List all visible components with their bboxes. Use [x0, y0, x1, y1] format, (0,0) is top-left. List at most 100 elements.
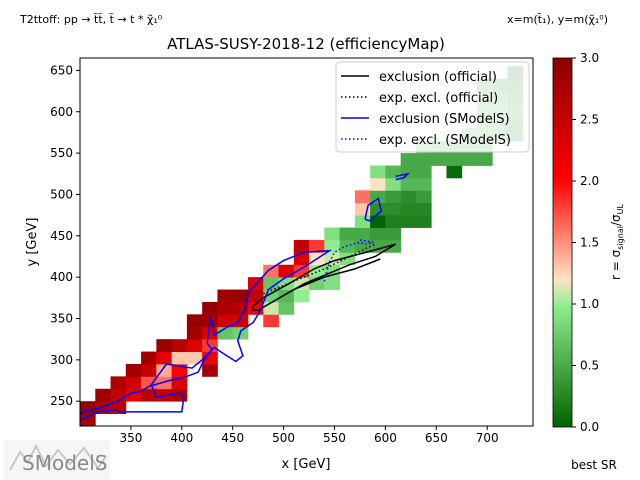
- y-tick-label: 250: [50, 394, 73, 408]
- legend-entry-exp-smodels: exp. excl. (SModelS): [379, 133, 511, 148]
- heatmap-cell: [324, 277, 340, 290]
- contour-lines: [80, 172, 411, 421]
- colorbar-tick-label: 3.0: [580, 51, 599, 65]
- heatmap-cell: [171, 388, 188, 402]
- y-axis-label: y [GeV]: [25, 218, 40, 267]
- heatmap-cell: [202, 339, 218, 352]
- heatmap-cell: [247, 289, 264, 303]
- y-tick-label: 350: [50, 311, 73, 325]
- heatmap-cell: [370, 190, 386, 204]
- heatmap-cell: [278, 264, 295, 278]
- heatmap-cell: [385, 177, 402, 191]
- logo-text: SModelS: [22, 451, 107, 475]
- legend-box: [335, 61, 530, 153]
- colorbar-tick-label: 0.0: [580, 420, 599, 434]
- heatmap-cell: [202, 301, 218, 315]
- heatmap-cell: [278, 289, 295, 303]
- x-axis-ticks: 350 400 450 500 550 600 650 700: [119, 426, 499, 445]
- x-tick-label: 550: [323, 431, 346, 445]
- heatmap-cell: [263, 264, 279, 278]
- heatmap-cell: [156, 339, 173, 352]
- chart-title: ATLAS-SUSY-2018-12 (efficiencyMap): [167, 35, 445, 53]
- heatmap-cell: [370, 227, 386, 241]
- x-tick-label: 600: [374, 431, 397, 445]
- legend-entry-exp-official: exp. excl. (official): [379, 91, 498, 106]
- colorbar-tick-label: 2.5: [580, 113, 599, 127]
- heatmap-cell: [446, 153, 463, 166]
- best-sr-label: best SR: [571, 458, 617, 472]
- heatmap-cell: [400, 215, 417, 228]
- heatmap-cell: [400, 153, 417, 166]
- y-tick-label: 300: [50, 353, 73, 367]
- heatmap-cell: [400, 202, 417, 216]
- heatmap-cell: [80, 413, 96, 426]
- y-tick-label: 500: [50, 187, 73, 201]
- heatmap-cell: [110, 376, 127, 390]
- heatmap-cell: [80, 401, 96, 414]
- heatmap-cell: [385, 227, 402, 241]
- heatmap-cell: [232, 314, 249, 328]
- heatmap-cell: [186, 351, 203, 365]
- legend-entry-official: exclusion (official): [379, 70, 497, 85]
- heatmap-cell: [293, 252, 310, 266]
- heatmap-cell: [186, 339, 203, 352]
- heatmap-cell: [263, 277, 279, 290]
- heatmap-cell: [385, 165, 402, 179]
- heatmap-cell: [278, 301, 295, 315]
- heatmap-cell: [186, 314, 203, 328]
- plot-frame: [79, 57, 534, 427]
- heatmap-cell: [202, 351, 218, 365]
- heatmap-cell: [95, 388, 111, 402]
- heatmap-cell: [415, 177, 432, 191]
- heatmap-cell: [400, 165, 417, 179]
- heatmap-cell: [293, 239, 310, 253]
- heatmap-cell: [141, 363, 157, 377]
- heatmap-cell: [293, 289, 310, 303]
- heatmap-cell: [141, 351, 157, 365]
- heatmap-cell: [141, 388, 157, 402]
- x-tick-label: 650: [425, 431, 448, 445]
- heatmap-cell: [125, 363, 142, 377]
- axes-note: x=m(t̃₁), y=m(χ̃₁⁰): [507, 13, 608, 26]
- heatmap-cell: [370, 215, 386, 228]
- heatmap-cell: [217, 301, 234, 315]
- colorbar-label: r = σsignal/σUL: [609, 204, 625, 280]
- y-axis-ticks: 250 300 350 400 450 500 550 600 650: [50, 63, 80, 408]
- heatmap-cell: [202, 363, 218, 377]
- heatmap-cell: [400, 177, 417, 191]
- heatmap-cell: [263, 314, 279, 328]
- heatmap-cell: [415, 190, 432, 204]
- heatmap-cell: [415, 215, 432, 228]
- legend: exclusion (official) exp. excl. (officia…: [335, 61, 530, 153]
- y-tick-label: 600: [50, 105, 73, 119]
- heatmap-cell: [354, 190, 371, 204]
- y-tick-label: 550: [50, 146, 73, 160]
- colorbar-ticks: 0.0 0.5 1.0 1.5 2.0 2.5 3.0: [572, 51, 599, 434]
- x-tick-label: 350: [119, 431, 142, 445]
- series-line-3: [323, 239, 374, 282]
- heatmap-cell: [400, 190, 417, 204]
- smodels-exclusion-island: [395, 172, 411, 181]
- heatmap-cell: [202, 326, 218, 340]
- heatmap-cell: [354, 227, 371, 241]
- heatmap-cell: [232, 301, 249, 315]
- heatmap-cell: [156, 351, 173, 365]
- heatmap-cell: [110, 401, 127, 414]
- y-tick-label: 450: [50, 229, 73, 243]
- heatmap-cell: [385, 215, 402, 228]
- colorbar: [552, 57, 573, 428]
- y-tick-label: 650: [50, 63, 73, 77]
- colorbar-tick-label: 1.5: [580, 236, 599, 250]
- heatmap-cell: [415, 202, 432, 216]
- heatmap-cell: [217, 289, 234, 303]
- heatmap-cell: [324, 239, 340, 253]
- heatmap-cell: [431, 153, 447, 166]
- heatmap-cell: [446, 165, 463, 179]
- heatmap-cell: [339, 227, 356, 241]
- series-line-2: [80, 249, 333, 421]
- heatmap-cell: [354, 215, 371, 228]
- heatmap-cell: [415, 165, 432, 179]
- heatmap-cell: [370, 165, 386, 179]
- heatmap-cell: [186, 326, 203, 340]
- heatmap-cell: [385, 190, 402, 204]
